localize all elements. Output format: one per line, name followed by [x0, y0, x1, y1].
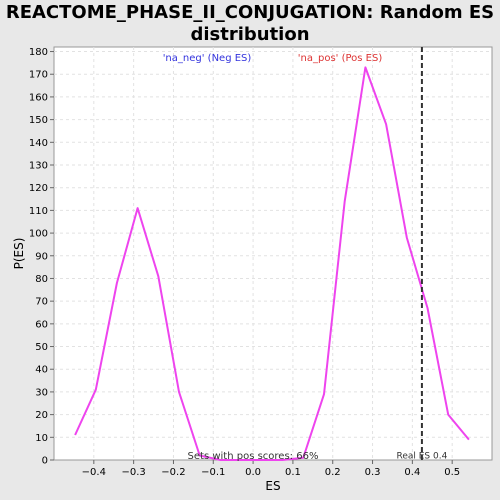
y-tick-label: 100	[29, 229, 48, 240]
x-tick-label: 0.5	[444, 467, 460, 478]
y-axis-ticks: 0 10 20 30 40 50 60 70 80 90 100 110 120 130 140 150 160…	[29, 47, 54, 467]
plot-area	[53, 46, 493, 461]
pos-scores-annotation: Sets with pos scores: 66%	[188, 451, 319, 462]
y-tick-label: 140	[29, 138, 48, 149]
legend-neg-es: 'na_neg' (Neg ES)	[163, 53, 252, 64]
y-tick-label: 160	[29, 92, 48, 103]
y-tick-label: 40	[35, 365, 48, 376]
x-tick-label: −0.4	[82, 467, 106, 478]
y-tick-label: 20	[35, 410, 48, 421]
legend-pos-es: 'na_pos' (Pos ES)	[298, 53, 383, 64]
y-tick-label: 120	[29, 183, 48, 194]
y-tick-label: 70	[35, 297, 48, 308]
x-axis-ticks: −0.4 −0.3 −0.2 −0.1 0.0 0.1 0.2 0.3 0.4 0.5	[82, 460, 460, 478]
y-tick-label: 60	[35, 319, 48, 330]
x-tick-label: 0.0	[245, 467, 261, 478]
x-tick-label: 0.4	[404, 467, 420, 478]
y-tick-label: 80	[35, 274, 48, 285]
y-axis-label: P(ES)	[12, 238, 26, 270]
y-tick-label: 0	[42, 456, 48, 467]
y-tick-label: 130	[29, 161, 48, 172]
x-axis-label: ES	[265, 479, 280, 493]
grid-lines	[54, 47, 492, 460]
chart-title: REACTOME_PHASE_II_CONJUGATION: Random ES…	[5, 2, 495, 45]
y-tick-label: 90	[35, 251, 48, 262]
y-tick-label: 10	[35, 433, 48, 444]
y-tick-label: 110	[29, 206, 48, 217]
y-tick-label: 150	[29, 115, 48, 126]
y-tick-label: 50	[35, 342, 48, 353]
series-group	[74, 66, 470, 461]
x-tick-label: −0.1	[201, 467, 225, 478]
y-tick-label: 180	[29, 47, 48, 58]
real-es-label: Real ES 0.4	[396, 452, 447, 462]
y-tick-label: 170	[29, 70, 48, 81]
y-tick-label: 30	[35, 387, 48, 398]
es-distribution-line	[74, 66, 470, 461]
x-tick-label: 0.1	[285, 467, 301, 478]
x-tick-label: 0.2	[325, 467, 341, 478]
x-tick-label: −0.3	[121, 467, 145, 478]
x-tick-label: 0.3	[365, 467, 381, 478]
x-tick-label: −0.2	[161, 467, 185, 478]
